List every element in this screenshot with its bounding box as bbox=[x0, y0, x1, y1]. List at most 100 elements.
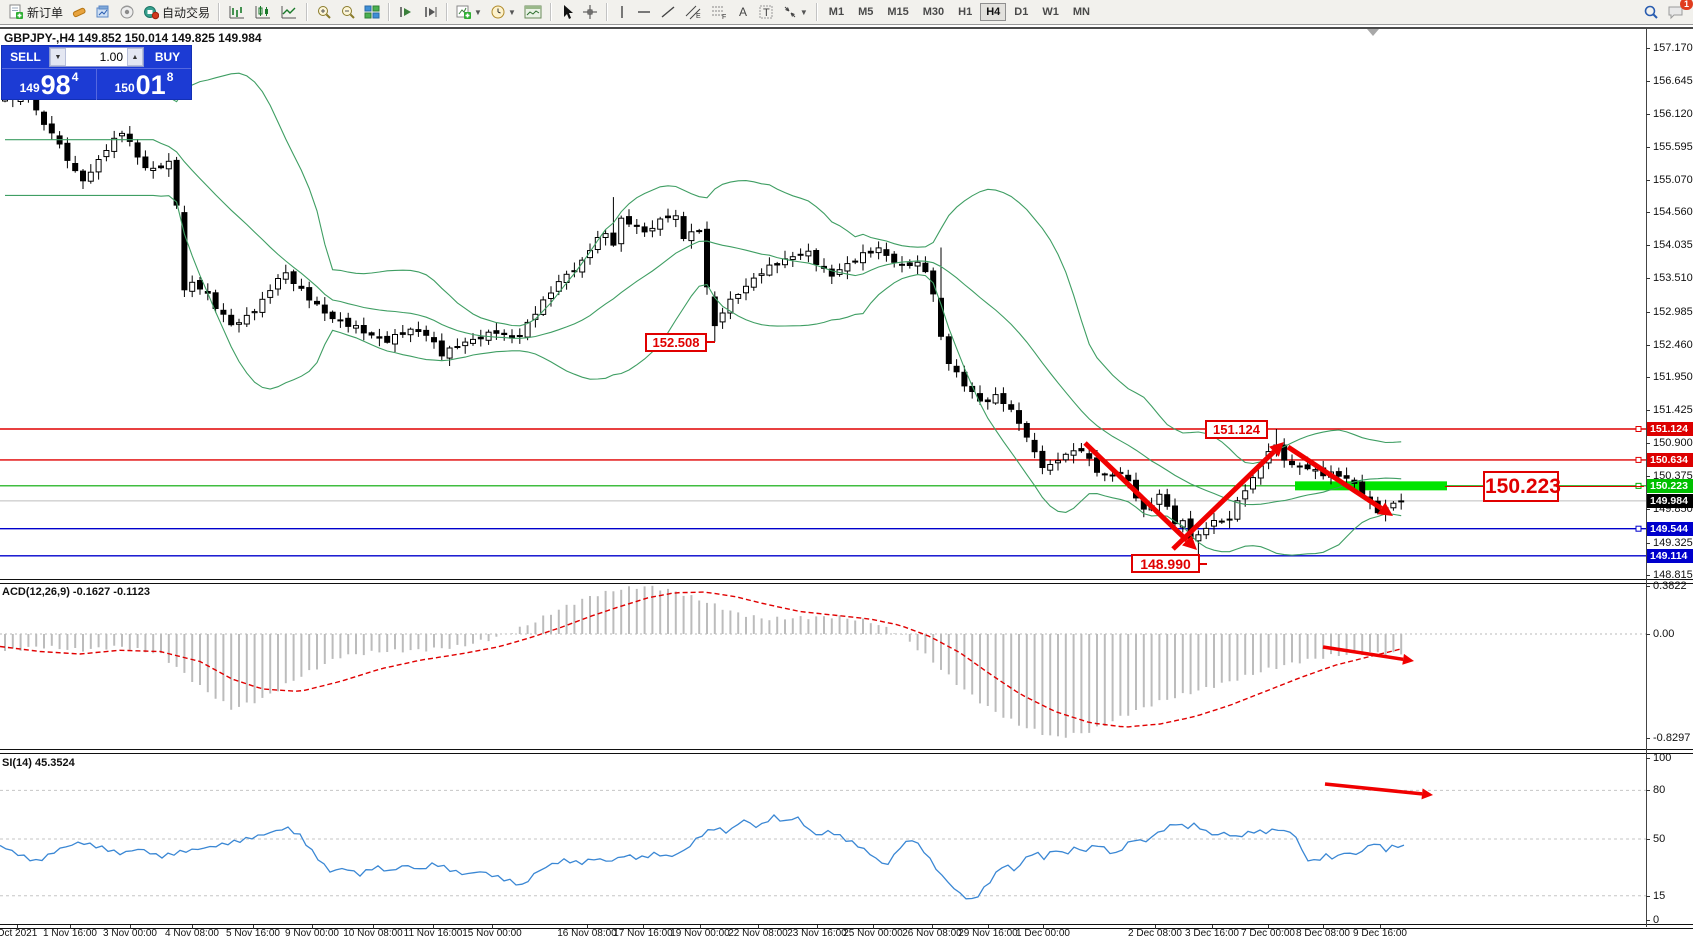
new-order-button[interactable]: 新订单 bbox=[4, 1, 67, 23]
time-tick bbox=[587, 925, 588, 929]
candle bbox=[423, 329, 430, 336]
zoom-out-button[interactable] bbox=[336, 1, 360, 23]
panel-separator-1[interactable] bbox=[0, 579, 1693, 584]
axis-tick bbox=[1646, 278, 1650, 279]
chart-line-button[interactable] bbox=[276, 1, 302, 23]
auto-scroll-button[interactable] bbox=[394, 1, 418, 23]
zoom-in-button[interactable] bbox=[312, 1, 336, 23]
line-handle[interactable] bbox=[1635, 525, 1642, 532]
trendline-button[interactable] bbox=[656, 1, 680, 23]
fibonacci-button[interactable]: F bbox=[706, 1, 732, 23]
chart-line-icon bbox=[280, 4, 298, 20]
toolbar-separator bbox=[388, 3, 391, 21]
dropdown-arrow-icon[interactable]: ▼ bbox=[799, 7, 808, 17]
sell-button[interactable]: SELL bbox=[2, 46, 49, 68]
green-highlight-zone[interactable] bbox=[1295, 481, 1447, 491]
price-tick-label: 154.035 bbox=[1653, 239, 1693, 251]
axis-tick bbox=[1646, 634, 1650, 635]
line-handle[interactable] bbox=[1635, 426, 1642, 432]
price-annotation-148990[interactable]: 148.990 bbox=[1131, 554, 1200, 573]
indicators-window-button[interactable] bbox=[520, 1, 546, 23]
svg-text:T: T bbox=[763, 7, 770, 19]
volume-decrease-button[interactable]: ▼ bbox=[50, 48, 66, 66]
search-button[interactable] bbox=[1639, 1, 1663, 23]
timeframe-m5-button[interactable]: M5 bbox=[858, 6, 874, 18]
macd-label: ACD(12,26,9) -0.1627 -0.1123 bbox=[2, 586, 150, 598]
trend-arrow[interactable] bbox=[1171, 449, 1276, 551]
time-tick-label: 2 Dec 08:00 bbox=[1128, 928, 1182, 939]
timeframe-m30-button[interactable]: M30 bbox=[922, 6, 945, 18]
time-tick bbox=[873, 925, 874, 929]
sell-price-pips: 98 bbox=[40, 70, 71, 100]
price-annotation-151124[interactable]: 151.124 bbox=[1205, 420, 1268, 439]
toolbar-group: ▼ ▼ bbox=[452, 1, 546, 23]
profiles-button[interactable] bbox=[91, 1, 115, 23]
alerts-button[interactable] bbox=[115, 1, 139, 23]
timeframe-m1-button[interactable]: M1 bbox=[828, 6, 845, 18]
vertical-line-button[interactable] bbox=[612, 1, 632, 23]
panel-separator-2[interactable] bbox=[0, 749, 1693, 754]
trend-arrow[interactable] bbox=[1286, 444, 1383, 511]
candle bbox=[1078, 448, 1085, 452]
horizontal-line-button[interactable] bbox=[632, 1, 656, 23]
timeframe-h4-button[interactable]: H4 bbox=[980, 3, 1007, 21]
text-button[interactable]: A bbox=[732, 1, 754, 23]
price-annotation-150223[interactable]: 150.223 bbox=[1483, 471, 1561, 502]
candle bbox=[470, 338, 476, 344]
chart-shift-marker-icon[interactable] bbox=[1367, 29, 1379, 36]
text-label-button[interactable]: T bbox=[754, 1, 778, 23]
price-tick-label: 151.950 bbox=[1653, 371, 1693, 383]
cursor-button[interactable] bbox=[556, 1, 578, 23]
sell-price[interactable]: 149 98 4 bbox=[2, 69, 97, 100]
arrows-button[interactable]: ▼ bbox=[778, 1, 812, 23]
time-tick bbox=[192, 925, 193, 929]
candle bbox=[1047, 464, 1054, 471]
macd-indicator-panel[interactable] bbox=[0, 583, 1646, 750]
timeframe-m15-button[interactable]: M15 bbox=[887, 6, 909, 18]
equidistant-channel-button[interactable]: E bbox=[680, 1, 706, 23]
new-chart-button[interactable]: ▼ bbox=[452, 1, 486, 23]
candle bbox=[704, 228, 710, 288]
price-badge: 149.114 bbox=[1647, 549, 1693, 563]
dropdown-arrow-icon[interactable]: ▼ bbox=[507, 7, 516, 17]
price-tick-label: 152.460 bbox=[1653, 339, 1693, 351]
periodicity-button[interactable]: ▼ bbox=[486, 1, 520, 23]
candle bbox=[392, 334, 398, 345]
line-handle[interactable] bbox=[1635, 456, 1642, 463]
volume-increase-button[interactable]: ▲ bbox=[127, 48, 143, 66]
notifications-button[interactable]: 1 bbox=[1663, 0, 1693, 23]
timeframe-w1-button[interactable]: W1 bbox=[1042, 6, 1059, 18]
buy-button[interactable]: BUY bbox=[144, 46, 191, 68]
timeframe-mn-button[interactable]: MN bbox=[1072, 6, 1090, 18]
chart-candles-button[interactable] bbox=[250, 1, 276, 23]
main-price-chart[interactable] bbox=[0, 28, 1646, 580]
rsi-indicator-panel[interactable] bbox=[0, 753, 1646, 925]
dropdown-arrow-icon[interactable]: ▼ bbox=[474, 7, 482, 17]
toolbar-separator bbox=[218, 3, 221, 21]
macd-tick-label: 0.00 bbox=[1653, 628, 1675, 640]
tile-windows-button[interactable] bbox=[360, 1, 384, 23]
chart-shift-button[interactable] bbox=[418, 1, 442, 23]
candle bbox=[1203, 527, 1210, 536]
price-tick-label: 149.325 bbox=[1653, 537, 1693, 549]
candle bbox=[1023, 423, 1030, 438]
timeframe-h1-button[interactable]: H1 bbox=[958, 6, 973, 18]
trend-arrow[interactable] bbox=[1322, 645, 1404, 662]
crosshair-button[interactable] bbox=[578, 1, 602, 23]
candle bbox=[368, 332, 375, 336]
timeframe-d1-button[interactable]: D1 bbox=[1014, 6, 1029, 18]
chart-bars-button[interactable] bbox=[224, 1, 250, 23]
trend-arrow[interactable] bbox=[1324, 782, 1423, 796]
volume-value[interactable]: 1.00 bbox=[99, 50, 123, 64]
candle bbox=[306, 287, 313, 301]
price-annotation-152508[interactable]: 152.508 bbox=[645, 333, 707, 352]
toolbar-separator bbox=[549, 3, 552, 21]
line-handle[interactable] bbox=[1635, 482, 1642, 489]
candle bbox=[945, 336, 952, 364]
fibonacci-icon: F bbox=[710, 4, 728, 20]
candle bbox=[906, 262, 913, 266]
buy-price[interactable]: 150 01 8 bbox=[97, 69, 191, 100]
autotrading-button[interactable]: 自动交易 bbox=[139, 1, 214, 23]
marker-button[interactable] bbox=[67, 1, 91, 23]
trend-arrow[interactable] bbox=[1083, 441, 1189, 543]
